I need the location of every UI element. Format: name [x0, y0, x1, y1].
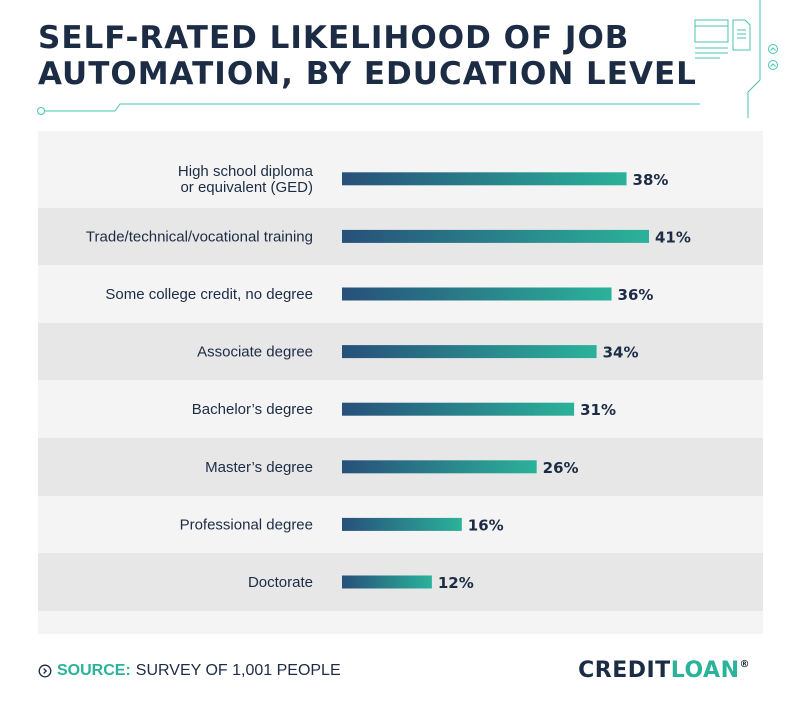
brand-logo-part-b: LOAN: [670, 658, 740, 683]
chart-title-line-2: AUTOMATION, BY EDUCATION LEVEL: [38, 56, 697, 92]
bar: [342, 402, 575, 416]
category-label: Professional degree: [180, 516, 313, 533]
chevron-right-icon: [38, 664, 52, 678]
source-label: SOURCE:: [57, 662, 131, 679]
value-label: 26%: [543, 459, 579, 477]
bar: [342, 287, 612, 301]
source-note: SOURCE: SURVEY OF 1,001 PEOPLE: [38, 661, 341, 681]
value-label: 16%: [468, 516, 504, 534]
chart-title: SELF-RATED LIKELIHOOD OF JOB AUTOMATION,…: [38, 20, 718, 92]
bar: [342, 517, 462, 531]
category-label: Bachelor’s degree: [192, 401, 313, 418]
value-label: 38%: [633, 171, 669, 189]
brand-logo: CREDITLOAN®: [578, 656, 750, 686]
category-label: Master’s degree: [205, 459, 313, 476]
value-label: 34%: [603, 344, 639, 362]
bar: [342, 345, 597, 359]
source-text: SURVEY OF 1,001 PEOPLE: [135, 662, 341, 679]
bar: [342, 229, 649, 243]
brand-logo-part-a: CREDIT: [578, 658, 671, 683]
category-label: Trade/technical/vocational training: [86, 228, 313, 245]
category-label: Associate degree: [197, 344, 313, 361]
category-label: or equivalent (GED): [180, 179, 313, 196]
bar: [342, 460, 537, 474]
category-label: Some college credit, no degree: [105, 286, 313, 303]
value-label: 31%: [580, 401, 616, 419]
chart-title-line-1: SELF-RATED LIKELIHOOD OF JOB: [38, 20, 630, 56]
value-label: 41%: [655, 228, 691, 246]
category-label: High school diploma: [178, 163, 314, 180]
registered-mark: ®: [739, 659, 750, 670]
value-label: 36%: [618, 286, 654, 304]
category-label: Doctorate: [248, 574, 313, 591]
value-label: 12%: [438, 574, 474, 592]
bar: [342, 575, 432, 589]
bar: [342, 172, 627, 186]
